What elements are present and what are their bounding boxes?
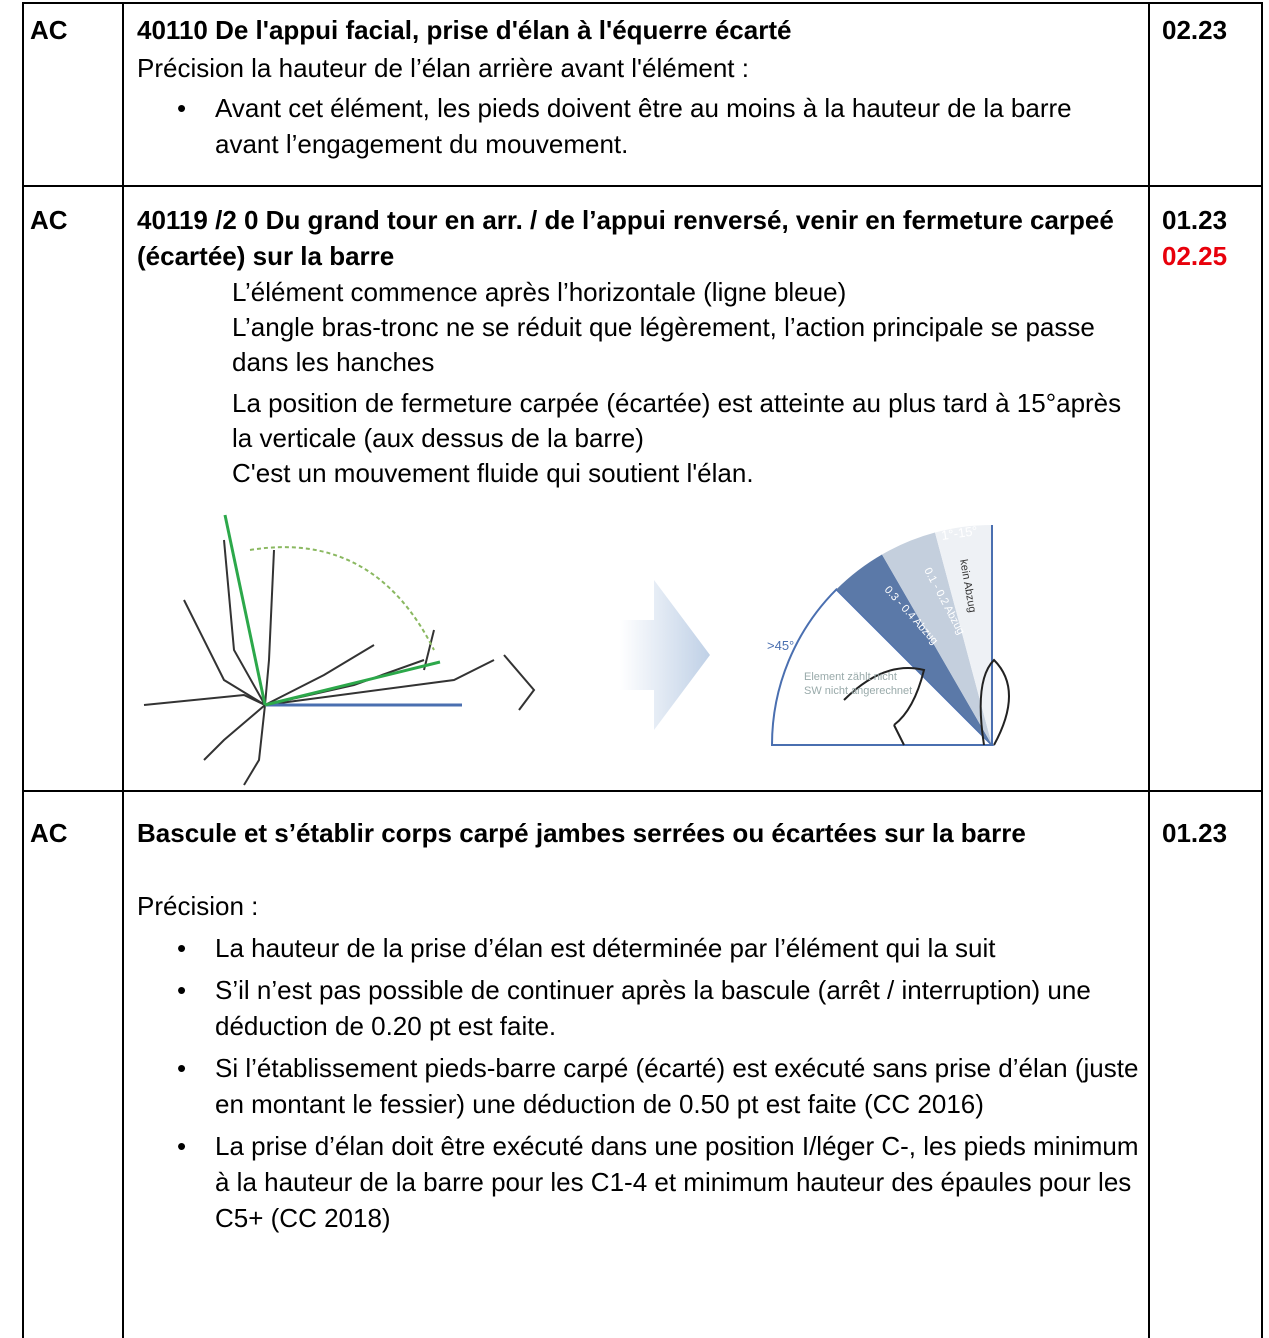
- gymnast-sketch: [843, 658, 1010, 746]
- sector: [770, 587, 995, 746]
- bullet: Si l’établissement pieds-barre carpé (éc…: [177, 1050, 1140, 1122]
- border: [22, 790, 1262, 792]
- border: [22, 2, 1262, 4]
- code: AC: [30, 15, 68, 45]
- title: 40119 /2 0 Du grand tour en arr. / de l’…: [137, 205, 1114, 271]
- border: [1261, 2, 1263, 1338]
- date: 01.23: [1162, 818, 1228, 848]
- intro: Précision la hauteur de l’élan arrière a…: [137, 53, 749, 83]
- figure: >45° 31°-45° 16°-30° 1°-15° kein Abzug 0…: [143, 514, 1010, 786]
- arc: [249, 546, 435, 651]
- label: SW nicht angerechnet: [804, 685, 912, 697]
- sector: [935, 525, 992, 745]
- border: [1148, 2, 1150, 1338]
- bullet: La prise d’élan doit être exécuté dans u…: [177, 1128, 1140, 1236]
- bullet: S’il n’est pas possible de continuer apr…: [177, 972, 1140, 1044]
- note-line: L’angle bras-tronc ne se réduit que légè…: [232, 312, 1095, 377]
- border: [22, 185, 1262, 187]
- arrow: [620, 580, 710, 730]
- label: 1°-15°: [940, 523, 978, 543]
- bullet: La hauteur de la prise d’élan est déterm…: [177, 930, 1140, 966]
- date: 02.25: [1162, 241, 1228, 271]
- date: 01.23: [1162, 205, 1228, 235]
- note-line: La position de fermeture carpée (écartée…: [232, 388, 1122, 453]
- label: Element zählt nicht: [804, 671, 897, 683]
- border: [22, 2, 24, 1338]
- bullet-list: La hauteur de la prise d’élan est déterm…: [177, 930, 1140, 1236]
- green-line: [223, 514, 267, 706]
- border: [122, 2, 124, 1338]
- title: Bascule et s’établir corps carpé jambes …: [137, 818, 1026, 848]
- label: >45°: [767, 638, 794, 653]
- title: 40110 De l'appui facial, prise d'élan à …: [137, 15, 792, 45]
- code: AC: [30, 205, 68, 235]
- notes: L’élément commence après l’horizontale (…: [232, 275, 1122, 491]
- green-line: [264, 660, 441, 707]
- note-line: C'est un mouvement fluide qui soutient l…: [232, 458, 754, 488]
- date: 02.23: [1162, 15, 1228, 45]
- bullet-list: Avant cet élément, les pieds doivent êtr…: [177, 90, 1140, 162]
- note-line: L’élément commence après l’horizontale (…: [232, 277, 847, 307]
- gymnast-sketch: [143, 539, 536, 786]
- intro: Précision :: [137, 891, 259, 921]
- sector: [836, 554, 992, 745]
- code: AC: [30, 818, 68, 848]
- bullet: Avant cet élément, les pieds doivent êtr…: [177, 90, 1140, 162]
- sector: [882, 532, 992, 745]
